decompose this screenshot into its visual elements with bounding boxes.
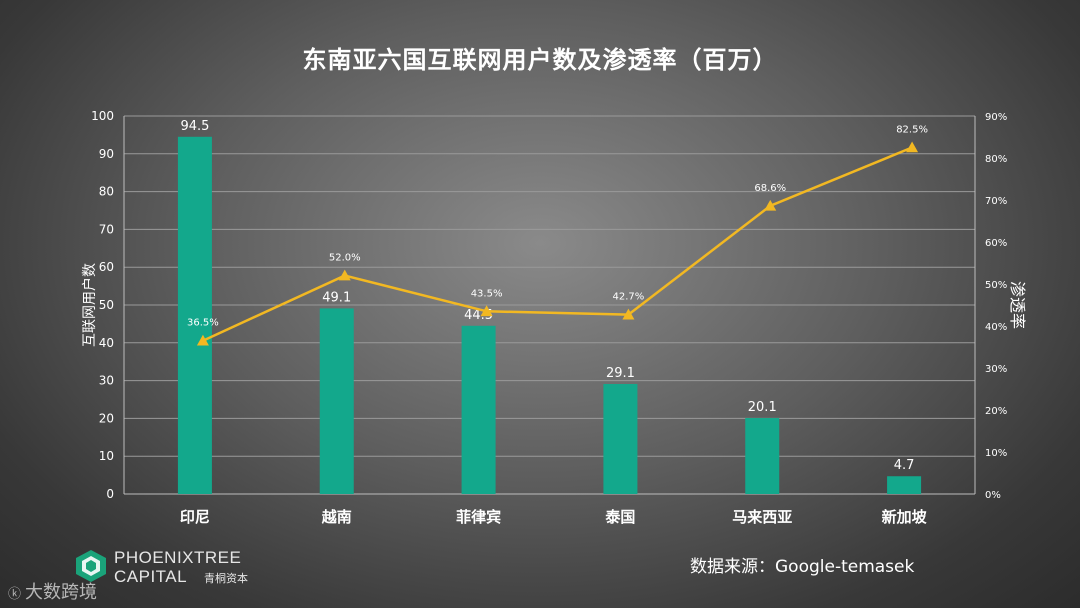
x-category-label: 越南: [321, 508, 352, 526]
y-axis-title: 互联网用户数: [81, 263, 98, 347]
bar: [461, 325, 496, 494]
x-category-label: 印尼: [180, 508, 210, 526]
x-category-label: 新加坡: [882, 508, 927, 526]
watermark-logo-icon: ⓚ: [8, 586, 22, 601]
y2-tick-label: 60%: [985, 238, 1007, 249]
bar: [177, 136, 212, 495]
y2-tick-label: 40%: [985, 322, 1007, 333]
bar-data-label: 29.1: [606, 366, 635, 381]
line-data-label: 43.5%: [471, 288, 503, 299]
watermark: ⓚ 大数跨境: [8, 578, 97, 604]
chart-title: 东南亚六国互联网用户数及渗透率（百万）: [302, 46, 778, 74]
line-point-marker: [764, 199, 777, 211]
logo-chinese-name: 青桐资本: [204, 572, 248, 585]
bar-data-label: 4.7: [894, 458, 915, 473]
line-data-label: 68.6%: [754, 183, 786, 194]
y2-tick-label: 20%: [985, 406, 1007, 417]
y-tick-label: 100: [91, 109, 114, 123]
y-tick-label: 70: [99, 222, 114, 236]
line-point-marker: [622, 308, 635, 320]
y2-tick-label: 0%: [985, 490, 1001, 501]
y2-tick-label: 70%: [985, 196, 1007, 207]
y2-axis-title: 渗透率: [1008, 281, 1027, 329]
bar-data-label: 94.5: [180, 119, 209, 134]
y2-tick-label: 80%: [985, 154, 1007, 165]
y2-tick-label: 50%: [985, 280, 1007, 291]
bar: [745, 418, 780, 494]
bar: [603, 384, 638, 494]
y-tick-label: 30: [99, 374, 114, 388]
phoenixtree-logo: PHOENIXTREE CAPITAL 青桐资本: [74, 548, 274, 588]
line-point-marker: [196, 334, 209, 346]
y-tick-label: 0: [106, 487, 114, 501]
y-tick-label: 50: [99, 298, 114, 312]
x-category-label: 泰国: [604, 508, 635, 526]
bar: [887, 476, 922, 494]
line-data-label: 82.5%: [896, 125, 928, 136]
y2-tick-label: 90%: [985, 112, 1007, 123]
y2-tick-label: 10%: [985, 448, 1007, 459]
line-point-marker: [480, 305, 493, 317]
line-data-label: 52.0%: [329, 253, 361, 264]
line-series: [202, 146, 913, 342]
logo-name-line2: CAPITAL: [114, 567, 188, 586]
y-tick-label: 20: [99, 411, 114, 425]
bar-data-label: 49.1: [322, 290, 351, 305]
line-point-marker: [906, 141, 919, 153]
x-category-label: 马来西亚: [732, 508, 792, 526]
y-tick-label: 90: [99, 147, 114, 161]
y2-tick-label: 30%: [985, 364, 1007, 375]
y-tick-label: 40: [99, 336, 114, 350]
data-source-note: 数据来源：Google-temasek: [690, 557, 915, 577]
bar-data-label: 20.1: [748, 400, 777, 415]
y-tick-label: 80: [99, 185, 114, 199]
line-point-marker: [338, 269, 351, 281]
y-tick-label: 60: [99, 260, 114, 274]
y-tick-label: 10: [99, 449, 114, 463]
phoenixtree-logo-icon: [76, 550, 106, 582]
line-data-label: 36.5%: [187, 318, 219, 329]
bar: [319, 308, 354, 494]
x-category-label: 菲律宾: [456, 508, 501, 526]
logo-name-line1: PHOENIXTREE: [114, 548, 242, 567]
line-data-label: 42.7%: [613, 292, 645, 303]
watermark-text: 大数跨境: [25, 582, 98, 603]
